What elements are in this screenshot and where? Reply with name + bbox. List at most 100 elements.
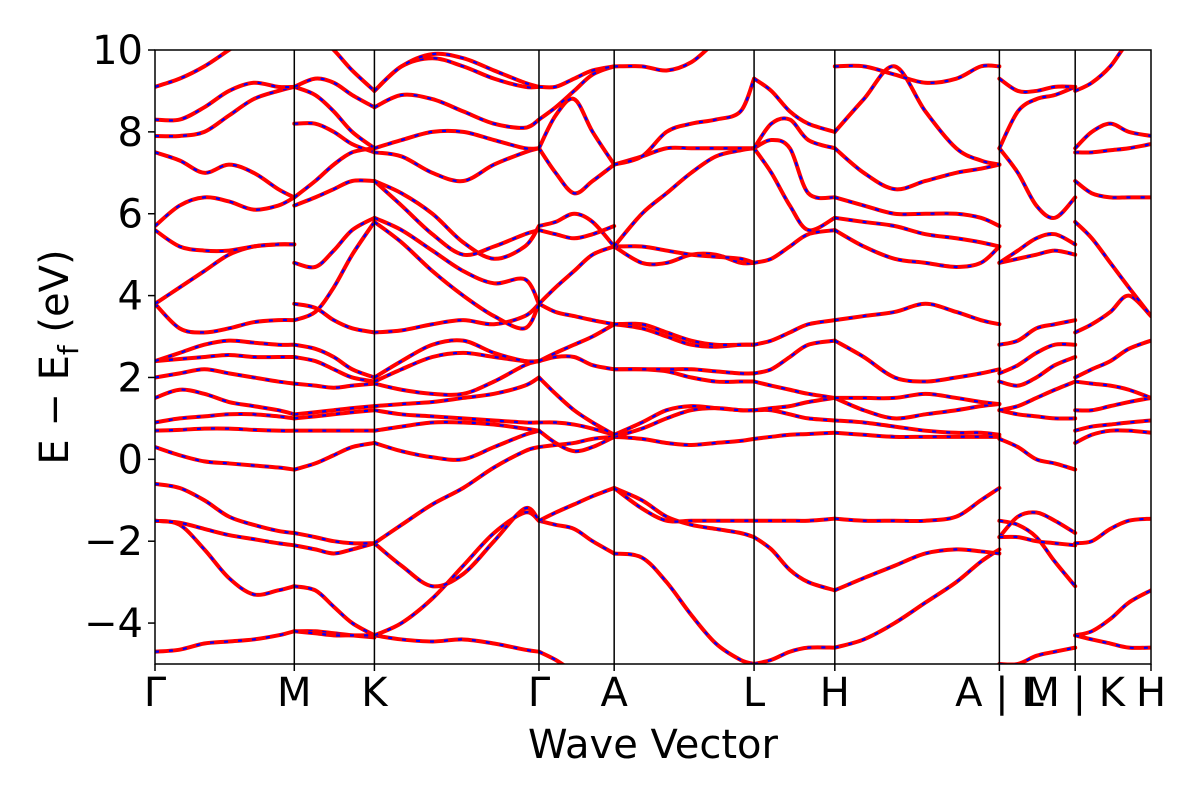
band-line-dashed bbox=[998, 437, 1076, 471]
band-line-solid bbox=[997, 355, 1078, 388]
band-line-solid bbox=[536, 301, 617, 327]
band-line-dashed bbox=[294, 216, 375, 269]
band-line-solid bbox=[536, 64, 617, 90]
band-line-dashed bbox=[613, 78, 756, 166]
y-tick-label: −4 bbox=[84, 601, 143, 647]
band-line-dashed bbox=[294, 409, 375, 420]
band-line-solid bbox=[1073, 142, 1151, 155]
band-line-dashed bbox=[753, 77, 836, 133]
band-line-solid bbox=[372, 146, 541, 184]
band-line-dashed bbox=[834, 419, 1000, 436]
band-line-dashed bbox=[293, 85, 376, 150]
x-tick-label: M | K bbox=[1025, 670, 1126, 716]
band-line-solid bbox=[612, 50, 710, 73]
band-line-dashed bbox=[294, 382, 375, 389]
band-line-dashed bbox=[373, 506, 540, 588]
band-line-solid bbox=[752, 379, 837, 400]
band-line-solid bbox=[536, 485, 617, 523]
band-line-solid bbox=[155, 518, 297, 548]
band-line-dashed bbox=[834, 196, 1000, 228]
band-line-dashed bbox=[834, 64, 1000, 84]
x-tick-label: L bbox=[743, 670, 766, 716]
band-line-dashed bbox=[294, 343, 375, 379]
x-tick-label: H bbox=[1136, 670, 1166, 716]
band-line-solid bbox=[752, 430, 837, 441]
band-line-solid bbox=[832, 146, 1002, 192]
band-line-dashed bbox=[613, 147, 755, 248]
band-line-dashed bbox=[614, 245, 755, 264]
band-line-dashed bbox=[294, 302, 375, 334]
band-line-dashed bbox=[294, 630, 375, 637]
band-line-dashed bbox=[374, 429, 540, 462]
band-line-solid bbox=[997, 318, 1078, 347]
band-line-solid bbox=[1073, 395, 1151, 413]
band-line-dashed bbox=[155, 339, 295, 363]
band-line-dashed bbox=[374, 129, 540, 150]
band-line-solid bbox=[155, 80, 297, 123]
band-line-dashed bbox=[753, 536, 836, 592]
band-line-dashed bbox=[998, 77, 1076, 94]
band-line-solid bbox=[155, 50, 233, 89]
band-line-dashed bbox=[373, 93, 540, 130]
band-line-dashed bbox=[614, 435, 755, 447]
x-axis-title: Wave Vector bbox=[528, 722, 779, 768]
y-tick-label: 10 bbox=[92, 28, 143, 74]
band-line-solid bbox=[372, 301, 541, 335]
band-line-dashed bbox=[294, 405, 375, 416]
band-line-solid bbox=[155, 150, 297, 200]
band-line-solid bbox=[752, 318, 837, 347]
band-line-dashed bbox=[834, 392, 1000, 406]
x-tick-label: M bbox=[277, 670, 312, 716]
band-line-dashed bbox=[373, 57, 540, 92]
band-line-solid bbox=[1073, 633, 1151, 650]
band-line-dashed bbox=[1074, 50, 1124, 92]
band-lines bbox=[155, 50, 1151, 664]
band-line-solid bbox=[752, 645, 837, 664]
y-tick-label: 2 bbox=[118, 355, 143, 401]
x-tick-label: A | L bbox=[955, 670, 1044, 716]
band-line-dashed bbox=[538, 376, 615, 436]
band-line-dashed bbox=[293, 179, 375, 207]
band-line-solid bbox=[752, 395, 837, 413]
band-line-dashed bbox=[834, 302, 1000, 326]
band-line-dashed bbox=[998, 343, 1076, 375]
band-line-dashed bbox=[538, 245, 615, 305]
band-line-dashed bbox=[834, 216, 1000, 248]
y-tick-label: 0 bbox=[118, 437, 143, 483]
band-line-solid bbox=[997, 379, 1078, 413]
band-line-dashed bbox=[613, 486, 755, 539]
band-line-solid bbox=[372, 633, 541, 654]
band-line-dashed bbox=[753, 117, 836, 150]
band-line-solid bbox=[997, 645, 1078, 664]
band-line-solid bbox=[1073, 516, 1151, 546]
band-line-solid bbox=[155, 518, 297, 597]
x-tick-label: A bbox=[600, 670, 628, 716]
x-tick-label: K bbox=[361, 670, 389, 716]
band-line-dashed bbox=[293, 441, 375, 471]
band-line-dashed bbox=[155, 388, 295, 416]
band-line-solid bbox=[536, 224, 617, 241]
band-line-dashed bbox=[294, 585, 375, 637]
high-symmetry-lines bbox=[293, 50, 1076, 664]
y-tick-label: 4 bbox=[118, 274, 143, 320]
y-axis-title-suffix: (eV) bbox=[32, 249, 78, 345]
band-line-dashed bbox=[332, 50, 376, 92]
band-line-dashed bbox=[374, 360, 540, 397]
band-line-dashed bbox=[293, 77, 375, 109]
y-axis-title-prefix: E − E bbox=[32, 355, 78, 465]
band-line-dashed bbox=[613, 487, 755, 523]
band-line-solid bbox=[155, 481, 297, 536]
band-line-solid bbox=[536, 211, 617, 249]
band-line-dashed bbox=[753, 339, 835, 375]
band-line-solid bbox=[536, 354, 617, 372]
band-line-dashed bbox=[155, 243, 295, 305]
band-line-solid bbox=[372, 408, 541, 425]
x-tick-label: H bbox=[820, 670, 850, 716]
band-line-dashed bbox=[614, 368, 755, 383]
band-line-solid bbox=[292, 146, 377, 200]
band-line-dashed bbox=[834, 548, 1000, 592]
band-line-dashed bbox=[614, 552, 755, 664]
band-line-dashed bbox=[537, 97, 616, 166]
band-line-dashed bbox=[613, 407, 755, 438]
